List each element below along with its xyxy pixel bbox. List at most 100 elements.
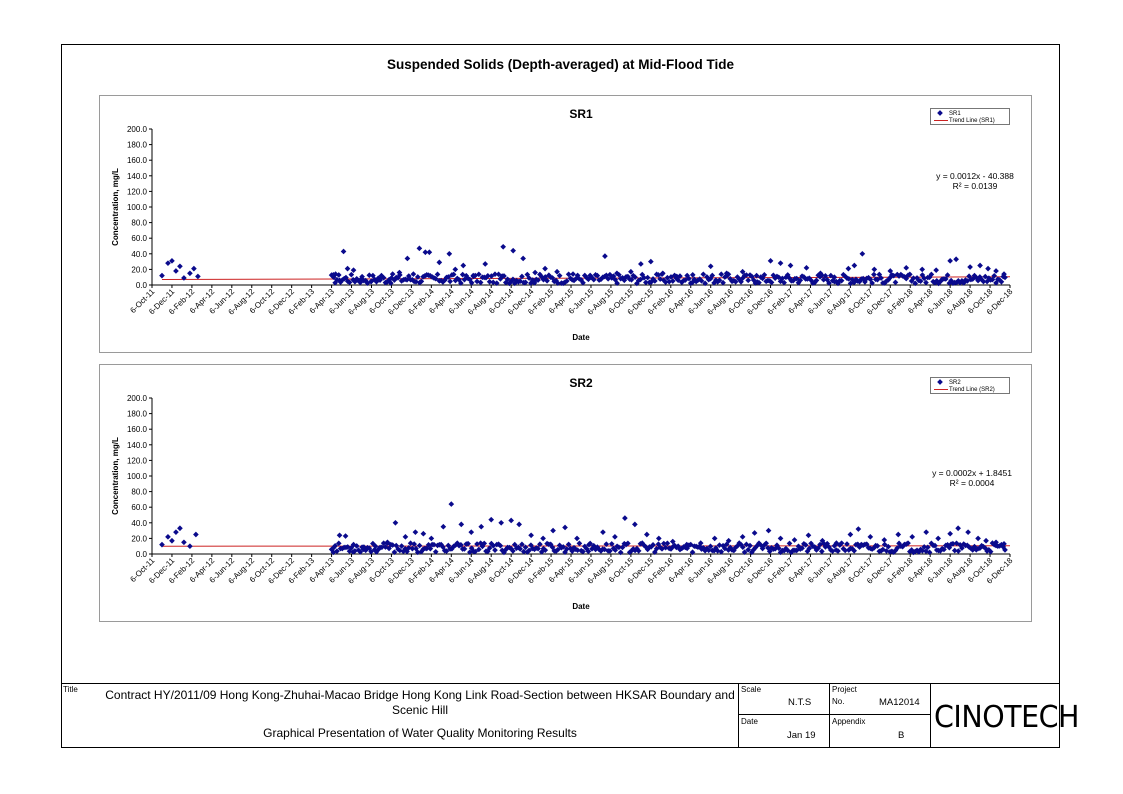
data-point xyxy=(716,542,723,549)
data-point xyxy=(739,268,746,275)
x-axis-title: Date xyxy=(572,602,590,611)
appendix-value: B xyxy=(898,730,905,741)
data-point xyxy=(379,544,385,551)
data-point xyxy=(522,544,529,551)
data-point xyxy=(867,534,874,540)
legend-sr2: SR2 Trend Line (SR2) xyxy=(930,377,1010,394)
data-point xyxy=(614,280,620,287)
data-point xyxy=(827,272,834,279)
data-point xyxy=(436,259,443,266)
data-point xyxy=(947,257,953,264)
data-point xyxy=(396,272,403,278)
date-label: Date xyxy=(741,717,758,726)
data-point xyxy=(838,540,845,546)
legend-item-trend: Trend Line (SR2) xyxy=(933,386,995,393)
data-point xyxy=(993,268,999,274)
data-point xyxy=(398,543,405,549)
data-point xyxy=(942,276,949,282)
y-tick-label: 100.0 xyxy=(127,472,148,481)
data-point xyxy=(977,262,983,269)
data-point xyxy=(991,272,998,279)
data-point xyxy=(177,263,183,270)
data-point xyxy=(498,519,505,526)
appendix-label: Appendix xyxy=(832,717,866,726)
data-point xyxy=(709,272,716,279)
chart-title: SR2 xyxy=(569,376,593,390)
data-point xyxy=(723,541,730,548)
data-point xyxy=(689,549,696,556)
y-tick-label: 200.0 xyxy=(127,394,148,403)
data-point xyxy=(580,548,586,555)
data-point xyxy=(878,275,884,281)
data-point xyxy=(510,548,516,554)
data-point xyxy=(460,262,467,269)
data-point xyxy=(659,271,665,278)
data-point xyxy=(330,272,337,278)
data-point xyxy=(917,278,924,284)
divider xyxy=(738,714,930,715)
data-point xyxy=(869,280,875,286)
data-point xyxy=(909,534,916,540)
data-point xyxy=(411,541,418,547)
data-point xyxy=(747,542,753,549)
data-point xyxy=(751,530,758,536)
data-point xyxy=(535,277,541,283)
data-point xyxy=(600,529,606,535)
data-point xyxy=(822,272,829,279)
data-point xyxy=(950,540,956,547)
data-point xyxy=(895,531,902,538)
data-point xyxy=(443,548,450,554)
data-point xyxy=(799,545,805,552)
data-point xyxy=(655,272,662,278)
data-point xyxy=(851,547,857,554)
data-point xyxy=(707,543,714,550)
legend-label: SR1 xyxy=(949,110,961,117)
data-point xyxy=(380,274,387,281)
data-point xyxy=(195,273,201,280)
data-point xyxy=(802,542,809,548)
data-point xyxy=(953,256,959,263)
data-point xyxy=(528,532,534,539)
data-point xyxy=(847,531,854,538)
data-point xyxy=(641,274,647,281)
data-point xyxy=(177,525,183,532)
data-point xyxy=(912,280,919,287)
data-point xyxy=(350,267,357,274)
data-point xyxy=(803,265,810,271)
data-point xyxy=(739,544,746,551)
data-point xyxy=(874,543,881,549)
data-point xyxy=(669,538,676,545)
data-point xyxy=(903,265,910,271)
data-point xyxy=(602,253,608,259)
data-point xyxy=(544,277,550,284)
legend-label: SR2 xyxy=(949,379,961,386)
data-point xyxy=(643,279,649,286)
y-axis-title: Concentration, mg/L xyxy=(111,168,120,246)
data-point xyxy=(332,542,339,549)
y-tick-label: 180.0 xyxy=(127,410,148,419)
data-point xyxy=(477,279,484,286)
data-point xyxy=(488,516,495,523)
data-point xyxy=(519,541,525,548)
data-point xyxy=(987,548,994,555)
data-point xyxy=(881,537,888,543)
data-point xyxy=(923,529,930,535)
project-label: Project xyxy=(832,685,857,694)
data-point xyxy=(718,548,725,555)
data-point xyxy=(608,541,615,547)
data-point xyxy=(1002,547,1008,553)
data-point xyxy=(745,277,752,284)
data-point xyxy=(805,532,812,539)
data-point xyxy=(777,260,784,266)
data-point xyxy=(426,249,433,256)
data-point xyxy=(745,546,752,553)
chart-panel-sr2: SR2 200.0 180.0 160.0 140.0 120.0 100.0 80.0 60.… xyxy=(99,364,1032,622)
data-point xyxy=(664,540,671,547)
data-point xyxy=(951,547,958,554)
title-label: Title xyxy=(63,685,78,694)
y-tick-label: 0.0 xyxy=(136,281,148,290)
data-point xyxy=(173,529,179,535)
data-point xyxy=(806,545,813,552)
data-point xyxy=(644,531,650,538)
data-point xyxy=(560,544,567,550)
